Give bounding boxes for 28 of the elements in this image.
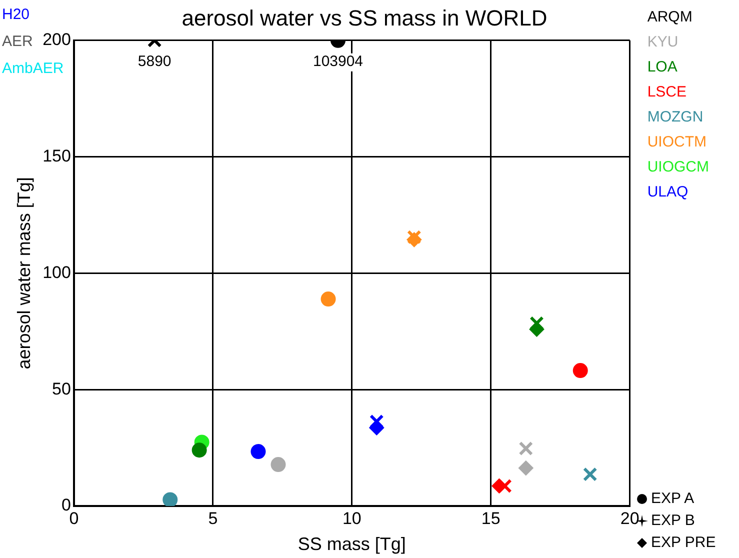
chart-title: aerosol water vs SS mass in WORLD xyxy=(182,5,548,30)
text: ARQM xyxy=(647,8,692,26)
text: EXP A xyxy=(651,490,694,507)
text: UIOGCM xyxy=(647,158,710,176)
text: H20 xyxy=(2,6,30,23)
x-axis-title: SS mass [Tg] xyxy=(298,534,406,554)
text: KYU xyxy=(647,34,678,51)
text: UIOCTM xyxy=(647,134,707,151)
y-tick-label: 100 xyxy=(42,262,71,282)
text: MOZGN xyxy=(647,108,704,126)
y-tick-label: 0 xyxy=(61,496,71,515)
y-tick-label: 50 xyxy=(52,379,71,398)
text: AmbAER xyxy=(2,60,64,77)
x-tick-label: 15 xyxy=(481,508,500,528)
text: LSCE xyxy=(647,84,687,101)
x-tick-label: 20 xyxy=(620,508,640,528)
y-tick-label: 200 xyxy=(42,30,71,50)
y-tick-label: 150 xyxy=(42,146,71,166)
text: LOA xyxy=(647,58,678,76)
x-tick-label: 5 xyxy=(208,508,218,528)
annotation: 103904 xyxy=(312,53,364,70)
text: AER xyxy=(2,33,33,50)
x-tick-label: 10 xyxy=(342,508,362,528)
text: EXP B xyxy=(651,512,695,529)
text: ULAQ xyxy=(647,184,688,201)
text: EXP PRE xyxy=(651,534,716,551)
y-axis-title: aerosol water mass [Tg] xyxy=(14,177,34,370)
annotation: 5890 xyxy=(138,53,172,70)
